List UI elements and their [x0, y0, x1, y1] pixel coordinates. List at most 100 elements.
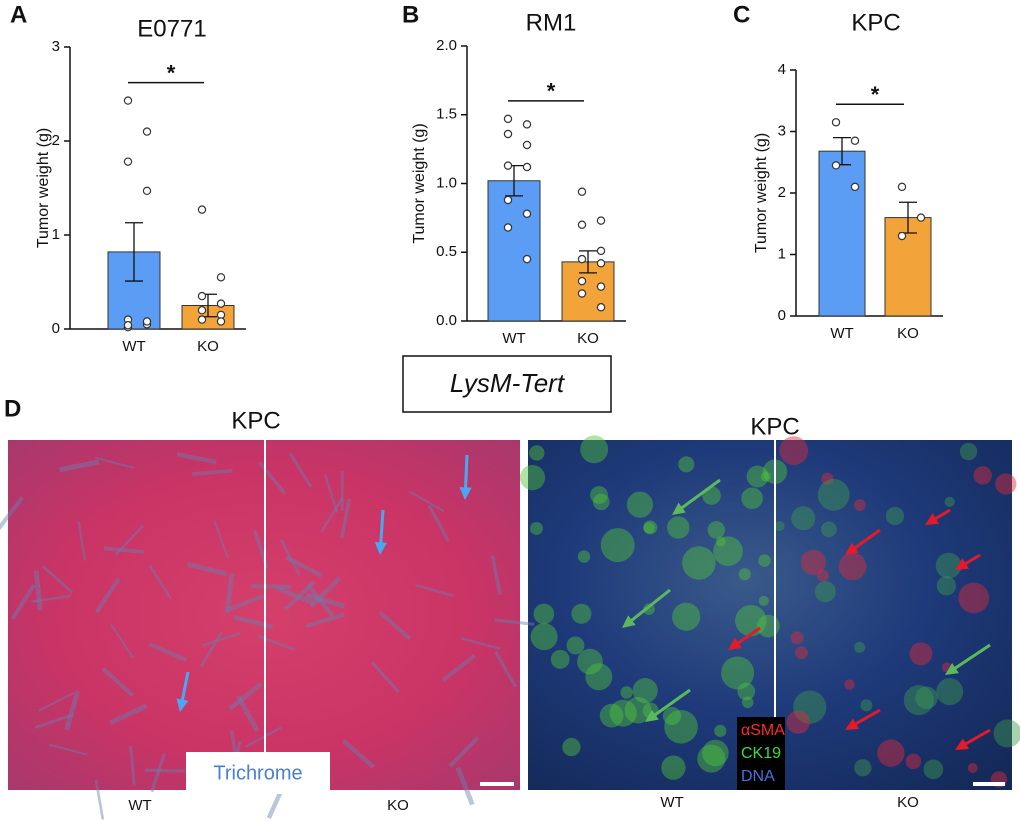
x-tick-label: WT — [502, 330, 525, 347]
significance: * — [871, 82, 880, 107]
fiber — [176, 452, 217, 464]
fiber — [370, 661, 400, 694]
fiber — [77, 520, 87, 561]
fiber — [494, 618, 535, 626]
cell — [620, 686, 633, 699]
cell — [533, 603, 555, 625]
data-point — [216, 299, 226, 308]
y-tick-label: 1.0 — [436, 174, 457, 191]
genotype-label: LysM-Tert — [450, 368, 566, 398]
arrow — [963, 728, 991, 746]
fiber — [202, 632, 241, 647]
fiber — [427, 504, 450, 542]
data-point — [577, 254, 587, 264]
fiber — [103, 546, 145, 554]
fiber — [285, 555, 323, 578]
fiber — [0, 496, 24, 531]
panel-letter: A — [10, 1, 27, 28]
arrow-head — [925, 513, 939, 525]
image-label: WT — [128, 797, 151, 814]
data-point — [123, 157, 133, 166]
fiber — [38, 691, 75, 712]
data-point — [142, 127, 152, 136]
cell — [600, 528, 635, 563]
fiber — [109, 703, 148, 726]
cell — [713, 536, 743, 567]
cell — [702, 486, 721, 505]
legend-entry: αSMA — [741, 722, 785, 739]
cell — [758, 554, 771, 567]
cell — [820, 521, 837, 538]
texture — [0, 435, 1020, 820]
cell — [817, 478, 850, 511]
fiber — [251, 583, 292, 590]
fiber — [378, 610, 412, 641]
fiber — [225, 594, 265, 613]
chart-title: RM1 — [526, 9, 577, 36]
cell — [529, 521, 543, 535]
cell — [735, 604, 767, 637]
fiber — [64, 690, 81, 731]
data-point — [522, 162, 532, 172]
cell — [746, 465, 769, 488]
arrow — [963, 553, 981, 566]
cell — [885, 506, 905, 526]
cell — [821, 472, 834, 485]
legend-box — [737, 717, 785, 790]
cell — [585, 663, 613, 691]
cell — [935, 552, 962, 579]
y-tick-label: 1 — [778, 245, 786, 262]
fiber — [150, 753, 166, 793]
bar — [487, 180, 541, 322]
cell — [738, 568, 751, 581]
fiber — [324, 474, 339, 513]
cell — [714, 724, 727, 738]
cell — [903, 685, 934, 716]
cell — [944, 496, 955, 507]
data-point — [197, 291, 207, 301]
data-point — [596, 259, 606, 268]
fiber — [148, 564, 172, 600]
data-point — [897, 231, 907, 241]
y-tick-label: 2 — [52, 132, 60, 149]
data-point — [596, 303, 606, 312]
fiber — [34, 713, 74, 729]
fiber — [94, 456, 135, 469]
significance: * — [547, 79, 556, 104]
cell — [590, 486, 608, 504]
arrow — [933, 508, 951, 521]
cell — [672, 602, 701, 631]
cell — [664, 709, 698, 744]
fiber — [41, 564, 74, 594]
arrow — [463, 454, 469, 489]
arrow-head — [645, 709, 659, 722]
fiber — [94, 577, 121, 614]
fiber — [494, 651, 517, 688]
fiber — [101, 667, 135, 697]
data-point — [522, 254, 532, 264]
fiber — [490, 555, 502, 596]
y-tick-label: 1 — [52, 226, 60, 243]
arrow — [379, 509, 385, 544]
cell — [707, 521, 726, 539]
data-point — [522, 140, 532, 150]
arrow — [180, 671, 190, 702]
data-point — [596, 246, 606, 256]
cell — [814, 581, 836, 603]
fiber — [129, 745, 136, 786]
legend-entry: CK19 — [741, 745, 781, 762]
cell — [661, 755, 686, 780]
arrow-head — [945, 662, 959, 675]
arrow-head — [845, 718, 859, 730]
data-point — [197, 315, 207, 324]
fiber — [284, 580, 316, 611]
cell — [790, 631, 804, 645]
cell — [936, 576, 956, 596]
bar — [884, 217, 932, 317]
data-point — [503, 223, 513, 232]
data-point — [197, 205, 207, 214]
image-title: KPC — [231, 407, 280, 434]
cell — [562, 737, 581, 757]
fiber — [110, 623, 134, 659]
data-point — [897, 182, 907, 192]
